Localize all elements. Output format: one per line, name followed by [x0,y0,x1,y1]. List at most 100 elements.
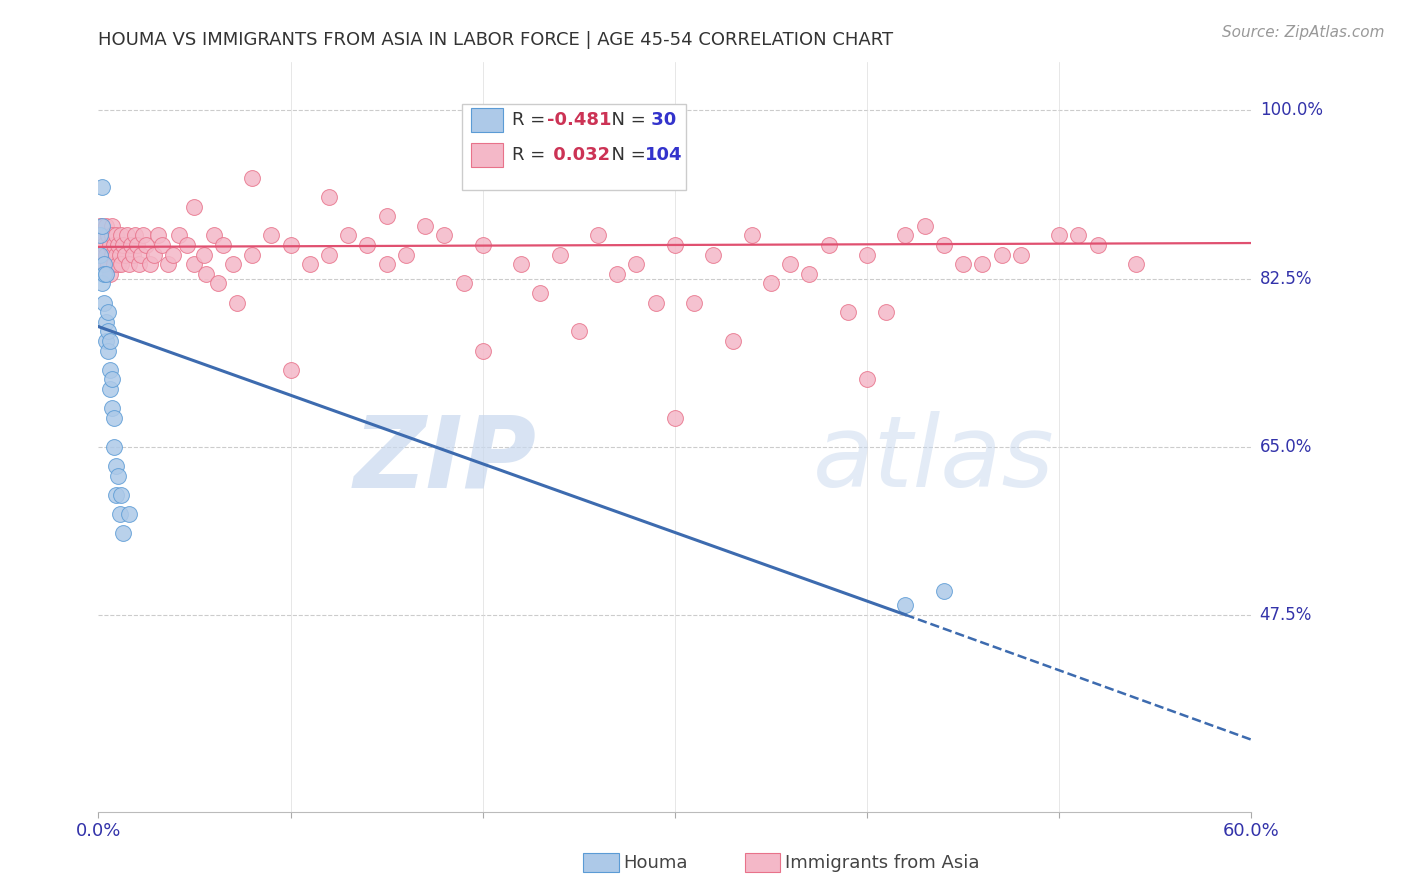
Text: 47.5%: 47.5% [1260,606,1312,624]
Point [318,247,340,261]
Point [195,267,218,281]
Point [240,170,263,185]
Point [93,238,115,252]
Point [103,238,125,252]
Point [89,228,111,243]
Point [156,257,179,271]
Point [510,257,533,271]
Point [108,507,131,521]
Text: R =: R = [512,146,551,164]
Point [626,257,648,271]
Point [1047,228,1070,243]
Point [91,180,114,194]
Point [93,257,115,271]
Point [118,507,141,521]
Point [91,277,114,291]
Point [280,363,302,377]
Point [683,295,706,310]
Point [586,228,609,243]
Point [759,277,782,291]
Point [135,238,157,252]
Point [97,257,120,271]
Point [112,238,135,252]
Point [91,219,114,233]
Point [207,277,229,291]
Point [94,247,117,261]
Point [375,209,398,223]
Point [664,238,686,252]
Text: 104: 104 [645,146,682,164]
Point [176,238,198,252]
Point [162,247,184,261]
Point [98,238,121,252]
Text: Houma: Houma [623,854,688,871]
Text: 100.0%: 100.0% [1260,102,1323,120]
Point [212,238,235,252]
Point [93,267,115,281]
Point [107,257,129,271]
Point [972,257,994,271]
Point [146,228,169,243]
Point [1087,238,1109,252]
Point [606,267,628,281]
Text: Immigrants from Asia: Immigrants from Asia [785,854,979,871]
Point [990,247,1012,261]
Point [101,247,124,261]
Text: 65.0%: 65.0% [1260,438,1312,456]
Point [98,363,121,377]
Point [103,440,125,454]
Point [183,200,205,214]
Point [93,295,115,310]
Point [110,257,132,271]
Point [124,228,146,243]
Point [107,468,129,483]
Point [103,410,125,425]
Point [98,382,121,396]
Point [94,219,117,233]
Point [837,305,859,319]
Bar [471,108,503,132]
Text: atlas: atlas [813,411,1054,508]
Text: ZIP: ZIP [353,411,537,508]
Point [225,295,247,310]
Point [93,257,115,271]
Point [702,247,724,261]
Point [202,228,225,243]
Point [91,247,114,261]
Point [117,228,139,243]
Point [122,247,145,261]
Point [128,257,150,271]
Point [101,372,124,386]
Text: 0.032: 0.032 [547,146,610,164]
Point [107,238,129,252]
Point [89,219,111,233]
Point [240,247,263,261]
Point [952,257,974,271]
Point [114,247,136,261]
Point [298,257,321,271]
Point [104,458,127,473]
Point [875,305,897,319]
Text: R =: R = [512,112,551,129]
Point [193,247,215,261]
Text: N =: N = [600,146,651,164]
Point [143,247,166,261]
Point [799,267,821,281]
Point [104,488,127,502]
Point [97,305,120,319]
Point [120,238,142,252]
Point [471,343,494,358]
Point [97,228,120,243]
Point [183,257,205,271]
Point [89,238,111,252]
Text: 30: 30 [645,112,676,129]
Point [1125,257,1147,271]
Point [131,228,153,243]
Point [94,334,117,348]
Point [741,228,763,243]
FancyBboxPatch shape [461,103,686,190]
Point [568,325,591,339]
Point [433,228,456,243]
Point [280,238,302,252]
Point [101,219,124,233]
